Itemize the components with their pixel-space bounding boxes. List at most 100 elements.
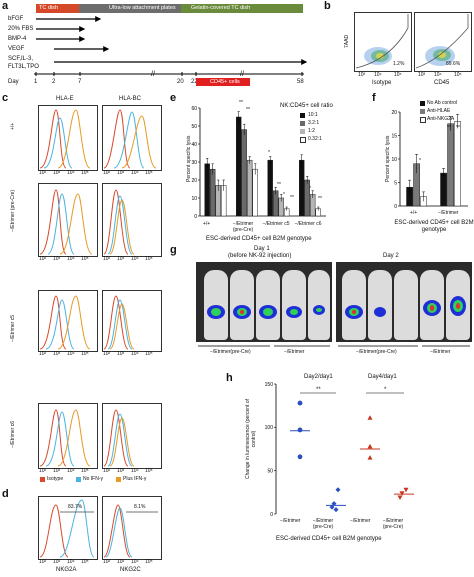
- g-day2: Day 2: [383, 253, 399, 259]
- e-legend-swatch-1: [300, 113, 305, 118]
- c-tick-f1: 10²: [103, 351, 111, 357]
- h-group-4: −/Etrimer (pre-Cre): [382, 518, 404, 530]
- g-day1: Day 1: [254, 246, 270, 252]
- e-sig-6: **: [290, 195, 294, 201]
- panel-f-label: f: [372, 92, 376, 104]
- svg-text://: //: [240, 71, 244, 78]
- e-legend-1: 10:1: [308, 112, 318, 118]
- b-tick-6: 10⁵: [454, 72, 462, 78]
- legend-plus-ifn: Plus IFN-γ: [123, 476, 147, 482]
- b-tick-2: 10⁴: [374, 72, 382, 78]
- e-legend: 10:1 3.2:1 1:2 0.32:1: [300, 112, 350, 152]
- f-xlabel: ESC-derived CD45+ cell B2M genotype: [394, 220, 474, 233]
- e-sig-5: *: [283, 192, 285, 198]
- c-tick-g3: 10⁴: [67, 468, 75, 474]
- h-group-2: −/Etrimer (pre-Cre): [312, 518, 334, 530]
- e-ytick-label: 40: [191, 142, 197, 148]
- f-legend-swatch-3: [420, 117, 426, 123]
- f-ytick-label: 20: [391, 110, 397, 116]
- g-day1-sub: (before NK-92 injection): [228, 253, 292, 259]
- c-tick-g1: 10²: [39, 468, 47, 474]
- panel-e-label: e: [170, 92, 177, 104]
- c-tick-f4: 10⁵: [145, 351, 153, 357]
- c-tick-b1: 10²: [103, 170, 111, 176]
- c-tick-b4: 10⁵: [145, 170, 153, 176]
- e-ytick-label: 30: [191, 160, 197, 166]
- d-tick-5: 10²: [103, 559, 111, 565]
- d-pct-nkg2c: 8.1%: [134, 504, 146, 510]
- day-2: 2: [52, 79, 56, 85]
- c-tick-a3: 10⁴: [67, 170, 75, 176]
- f-group-1: +/+: [410, 210, 418, 216]
- phase-tc-dish: TC dish: [36, 4, 79, 13]
- h-header-1: Day2/day1: [304, 374, 333, 380]
- f-ytick-label: 5: [394, 180, 397, 186]
- c-hist-2-e: [38, 183, 98, 257]
- panel-c-label: c: [2, 92, 9, 104]
- c-tick-c2: 10³: [53, 256, 61, 262]
- h-header-2: Day4/day1: [368, 374, 397, 380]
- d-tick-4: 10⁵: [81, 559, 89, 565]
- e-sig-4: **: [277, 182, 281, 188]
- e-legend-swatch-4: [300, 137, 306, 143]
- legend-no-ifn: No IFN-γ: [83, 476, 103, 482]
- f-ytick-label: 15: [391, 133, 397, 139]
- g-label-2: −/Etrimer: [284, 349, 305, 355]
- f-sig-1: *: [419, 158, 421, 164]
- c-tick-f2: 10³: [117, 351, 125, 357]
- e-legend-4: 0.32:1: [308, 136, 322, 142]
- svg-text://: //: [151, 71, 155, 78]
- e-sig-3: *: [268, 150, 270, 156]
- factor-scf: SCF,IL-3,: [8, 56, 34, 62]
- c-tick-h3: 10⁴: [131, 468, 139, 474]
- b-tick-1: 10³: [358, 72, 366, 78]
- c-tick-e3: 10⁴: [67, 351, 75, 357]
- c-tick-d1: 10²: [103, 256, 111, 262]
- h-point: [297, 400, 303, 406]
- legend-no-ifn-swatch: [76, 477, 81, 482]
- b-xlabel-isotype: Isotype: [372, 80, 392, 86]
- d-xlabel-nkg2a: NKG2A: [56, 567, 77, 573]
- h-point: [367, 455, 373, 460]
- c-tick-b3: 10⁴: [131, 170, 139, 176]
- e-xlabel: ESC-derived CD45+ cell B2M genotype: [206, 236, 312, 242]
- legend-isotype-swatch: [40, 477, 45, 482]
- f-legend-1: No Ab control: [427, 100, 458, 106]
- c-tick-h2: 10³: [117, 468, 125, 474]
- g-label-1: −/Etrimer(pre-Cre): [210, 349, 251, 355]
- e-legend-swatch-3: [300, 129, 305, 134]
- c-tick-f3: 10⁴: [131, 351, 139, 357]
- h-sig-1: **: [316, 387, 321, 393]
- c-tick-e2: 10³: [53, 351, 61, 357]
- h-point: [297, 454, 303, 460]
- h-point: [333, 507, 339, 513]
- f-legend-swatch-1: [420, 101, 425, 106]
- e-legend-title: NK:CD45+ cell ratio: [280, 103, 333, 109]
- h-group-1: −/Etrimer: [280, 518, 301, 524]
- day-1: 1: [34, 79, 38, 85]
- f-ytick-label: 10: [391, 157, 397, 163]
- day-20: 20: [177, 79, 184, 85]
- c-tick-c3: 10⁴: [67, 256, 75, 262]
- e-group-2: −/Etrimer (pre-Cre): [232, 221, 254, 233]
- c-tick-a2: 10³: [53, 170, 61, 176]
- f-sig-3: **: [456, 125, 460, 131]
- c-tick-a4: 10⁵: [81, 170, 89, 176]
- h-point: [397, 495, 403, 501]
- g-label-3: −/Etrimer(pre-Cre): [356, 349, 397, 355]
- f-legend-swatch-2: [420, 109, 425, 114]
- factor-vegf: VEGF: [8, 46, 25, 52]
- b-pct-cd45: 89.6%: [446, 61, 461, 67]
- c-col-hlae: HLA-E: [56, 96, 74, 102]
- b-plot-cd45: [414, 12, 472, 72]
- legend-isotype: Isotype: [47, 476, 64, 482]
- f-ytick-label: 0: [394, 204, 397, 210]
- e-ytick-label: 0: [194, 214, 197, 220]
- e-legend-swatch-2: [300, 121, 305, 126]
- d-xlabel-nkg2c: NKG2C: [120, 567, 141, 573]
